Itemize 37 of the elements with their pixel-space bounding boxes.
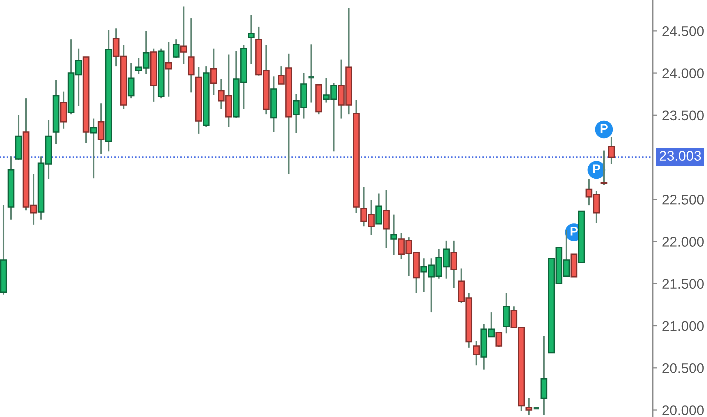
y-tick-label: 20.500	[662, 363, 704, 374]
y-tick-label: 22.000	[662, 237, 704, 247]
candlestick	[473, 340, 480, 366]
candlestick	[526, 398, 533, 416]
candlestick	[496, 332, 503, 348]
candlestick	[188, 18, 195, 94]
y-tick-label: 21.000	[662, 321, 704, 332]
candlestick	[180, 6, 188, 65]
candlestick	[172, 38, 180, 59]
candlestick	[15, 114, 22, 161]
data-label: P	[600, 124, 608, 133]
ref-line-label: 23.003	[660, 151, 702, 162]
candlestick	[248, 14, 255, 65]
y-tick-label: 22.500	[662, 194, 704, 205]
y-tick-label: 24.500	[662, 26, 704, 36]
candlestick	[90, 118, 98, 180]
candlestick	[376, 192, 382, 225]
candlestick	[383, 190, 390, 250]
candlestick	[608, 136, 616, 166]
candlestick	[210, 48, 218, 96]
y-tick-label: 23.500	[662, 110, 704, 121]
candlestick	[600, 150, 608, 186]
candlestick	[98, 102, 105, 155]
candlestick	[128, 62, 135, 100]
y-tick-label: 20.000	[662, 406, 704, 416]
candlestick	[308, 44, 316, 104]
y-tick-label: 21.500	[662, 279, 704, 290]
candlestick	[60, 91, 68, 130]
candlestick	[503, 292, 510, 334]
candlestick	[165, 41, 172, 98]
candlestick	[450, 240, 458, 289]
data-label: P	[570, 227, 578, 236]
y-tick-label: 24.000	[662, 68, 704, 78]
candlestick	[570, 254, 578, 278]
data-label: P	[593, 164, 600, 174]
candlestick	[540, 335, 548, 416]
candlestick	[390, 214, 398, 256]
